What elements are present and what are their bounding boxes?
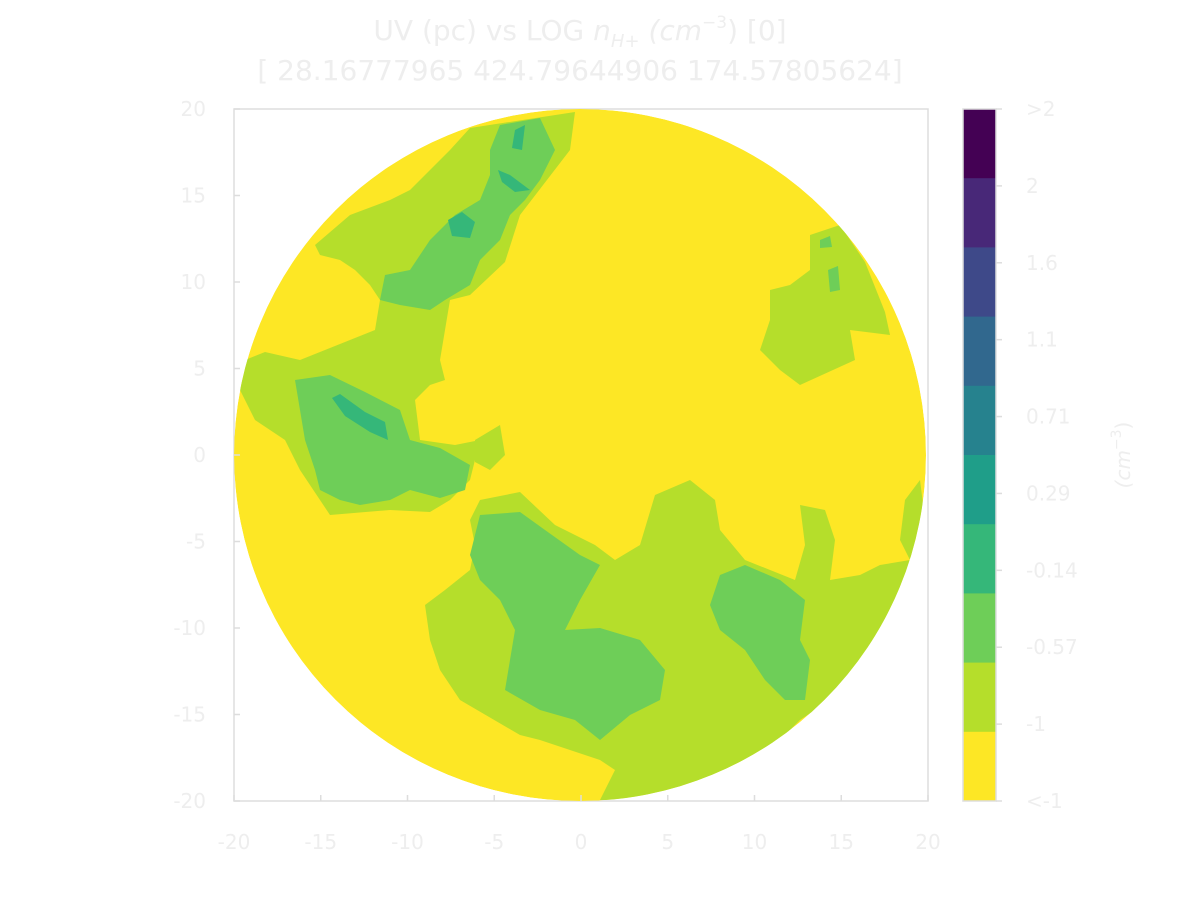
y-tick-label: -5 bbox=[186, 530, 206, 554]
y-tick-label: -10 bbox=[173, 616, 206, 640]
colorbar-swatch bbox=[963, 731, 996, 802]
region-level-minus014-left bbox=[332, 394, 388, 440]
y-axis-ticks: 20 15 10 5 0 -5 -10 -15 -20 bbox=[173, 97, 240, 813]
colorbar-swatch bbox=[963, 109, 996, 179]
region-level-minus057-lower-right bbox=[710, 565, 810, 700]
colorbar-tick-label: 1.1 bbox=[1026, 328, 1058, 352]
colorbar-swatch bbox=[963, 455, 996, 525]
x-tick-label: 0 bbox=[575, 830, 588, 854]
y-tick-label: 0 bbox=[193, 443, 206, 467]
region-level-minus014-upper-c bbox=[448, 212, 475, 238]
region-level-minus057-lower-center bbox=[470, 512, 665, 740]
x-tick-label: 5 bbox=[661, 830, 674, 854]
colorbar-swatch bbox=[963, 178, 996, 248]
y-tick-label: 20 bbox=[181, 97, 206, 121]
colorbar-tick-label: -0.57 bbox=[1026, 635, 1078, 659]
region-level-minus057-upper-left bbox=[380, 118, 555, 310]
x-axis-ticks: -20 -15 -10 -5 0 5 10 15 20 bbox=[218, 795, 941, 854]
y-tick-label: -15 bbox=[173, 703, 206, 727]
colorbar-swatch bbox=[963, 524, 996, 594]
x-tick-label: 15 bbox=[829, 830, 854, 854]
region-level-minus057-right-edge bbox=[820, 236, 840, 292]
colorbar-tick-label: 0.71 bbox=[1026, 405, 1071, 429]
contour-field bbox=[234, 109, 926, 801]
x-tick-label: -10 bbox=[391, 830, 424, 854]
colorbar-label: (cm−3) bbox=[1109, 422, 1135, 489]
colorbar-tick-label: -0.14 bbox=[1026, 558, 1078, 582]
region-level-minus014-upper-b bbox=[498, 170, 530, 192]
colorbar: >2 2 1.6 1.1 0.71 0.29 -0.14 -0.57 -1 <-1 bbox=[962, 97, 1078, 813]
region-level-minus057-left-mid bbox=[295, 375, 470, 505]
colorbar-swatch bbox=[963, 662, 996, 733]
colorbar-frame bbox=[962, 108, 997, 802]
x-tick-label: -5 bbox=[484, 830, 504, 854]
y-tick-label: -20 bbox=[173, 789, 206, 813]
colorbar-swatch bbox=[963, 316, 996, 387]
y-tick-label: 10 bbox=[181, 270, 206, 294]
region-level-minus1-right-edge bbox=[900, 480, 925, 560]
region-level-minus1-center bbox=[475, 425, 505, 470]
colorbar-swatch bbox=[963, 385, 996, 456]
chart-title-line1: UV (pc) vs LOG nH+ (cm−3) [0] bbox=[373, 13, 786, 52]
colorbar-tick-label: 1.6 bbox=[1026, 251, 1058, 275]
x-tick-label: 10 bbox=[742, 830, 767, 854]
x-tick-label: -20 bbox=[218, 830, 251, 854]
x-tick-label: -15 bbox=[304, 830, 337, 854]
y-tick-label: 5 bbox=[193, 357, 206, 381]
chart-title-line2: [ 28.16777965 424.79644906 174.57805624] bbox=[257, 54, 902, 87]
region-level-minus1-right bbox=[760, 225, 890, 385]
region-level-minus014-upper-a bbox=[512, 125, 525, 150]
x-tick-label: 20 bbox=[915, 830, 940, 854]
colorbar-tick-label: <-1 bbox=[1026, 789, 1063, 813]
colorbar-tick-label: -1 bbox=[1026, 712, 1046, 736]
colorbar-tick-label: 0.29 bbox=[1026, 481, 1071, 505]
y-tick-label: 15 bbox=[181, 184, 206, 208]
colorbar-swatch bbox=[963, 247, 996, 318]
colorbar-swatch bbox=[963, 593, 996, 664]
colorbar-tick-label: >2 bbox=[1026, 97, 1055, 121]
colorbar-tick-label: 2 bbox=[1026, 174, 1039, 198]
